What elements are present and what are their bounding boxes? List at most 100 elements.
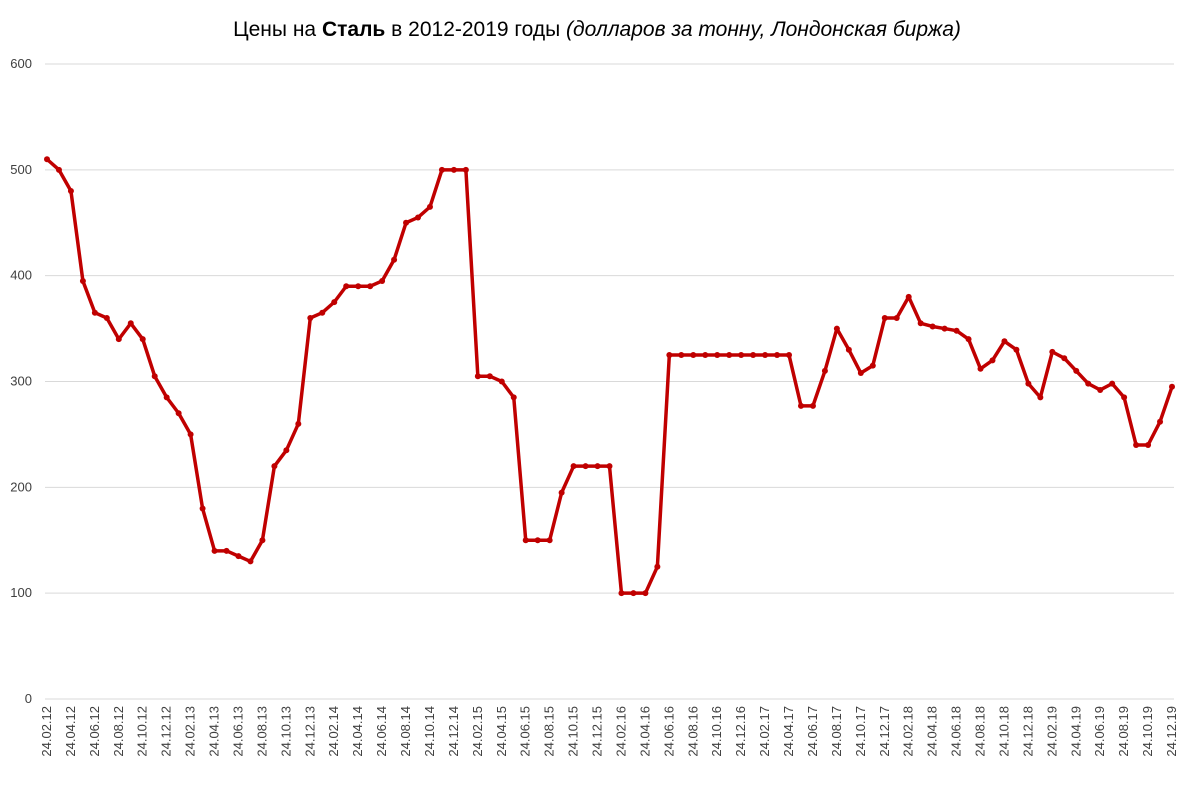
x-tick-label: 24.02.13 <box>183 706 198 757</box>
x-tick-label: 24.12.14 <box>446 706 461 757</box>
data-point <box>642 590 649 597</box>
data-point <box>486 373 493 380</box>
x-tick-label: 24.02.15 <box>470 706 485 757</box>
data-point <box>271 463 278 470</box>
data-point <box>786 352 793 359</box>
data-point <box>235 553 242 560</box>
data-point <box>714 352 721 359</box>
data-point <box>546 537 553 544</box>
y-tick-label: 300 <box>10 374 32 389</box>
x-tick-label: 24.06.14 <box>374 706 389 757</box>
x-tick-label: 24.04.17 <box>781 706 796 757</box>
data-point <box>498 378 505 385</box>
data-point <box>809 402 816 409</box>
data-point <box>738 352 745 359</box>
data-point <box>1109 380 1116 387</box>
data-point <box>1169 383 1175 390</box>
x-tick-label: 24.10.18 <box>996 706 1011 757</box>
x-tick-label: 24.04.15 <box>494 706 509 757</box>
data-point <box>797 402 804 409</box>
data-point <box>1037 394 1044 401</box>
data-point <box>1061 355 1068 362</box>
title-part: Сталь <box>322 18 385 41</box>
data-point <box>187 431 194 438</box>
data-point <box>606 463 613 470</box>
x-tick-label: 24.02.16 <box>613 706 628 757</box>
data-point <box>403 219 410 226</box>
data-point <box>426 203 433 210</box>
x-tick-label: 24.02.17 <box>757 706 772 757</box>
x-tick-label: 24.02.14 <box>326 706 341 757</box>
x-tick-label: 24.12.18 <box>1020 706 1035 757</box>
data-point <box>91 309 98 316</box>
x-tick-label: 24.10.14 <box>422 706 437 757</box>
y-tick-label: 0 <box>25 691 32 706</box>
data-point <box>726 352 733 359</box>
data-point <box>1049 348 1056 355</box>
x-tick-label: 24.10.12 <box>135 706 150 757</box>
data-point <box>510 394 517 401</box>
y-tick-label: 100 <box>10 585 32 600</box>
data-point <box>774 352 781 359</box>
data-point <box>750 352 757 359</box>
data-point <box>44 156 50 163</box>
data-point <box>965 336 972 343</box>
x-tick-label: 24.08.15 <box>542 706 557 757</box>
data-point <box>331 299 338 306</box>
data-point <box>845 346 852 353</box>
data-point <box>905 293 912 300</box>
data-point <box>618 590 625 597</box>
data-point <box>438 166 445 173</box>
data-point <box>1121 394 1128 401</box>
data-point <box>1073 367 1080 374</box>
data-point <box>211 547 218 554</box>
data-point <box>1085 380 1092 387</box>
x-tick-label: 24.02.12 <box>39 706 54 757</box>
title-part: Цены на <box>233 18 322 41</box>
data-point <box>917 320 924 327</box>
x-tick-label: 24.06.18 <box>949 706 964 757</box>
data-point <box>702 352 709 359</box>
data-point <box>881 315 888 321</box>
data-point <box>103 315 110 321</box>
title-part: (долларов за тонну, Лондонская биржа) <box>566 18 961 41</box>
data-point <box>79 277 86 284</box>
x-tick-label: 24.08.18 <box>973 706 988 757</box>
x-tick-label: 24.12.13 <box>302 706 317 757</box>
x-tick-label: 24.02.19 <box>1044 706 1059 757</box>
data-point <box>247 558 254 565</box>
data-point <box>534 537 541 544</box>
data-point <box>678 352 685 359</box>
x-tick-label: 24.12.15 <box>590 706 605 757</box>
data-point <box>367 283 374 290</box>
y-tick-label: 500 <box>10 162 32 177</box>
data-point <box>223 547 230 554</box>
x-tick-label: 24.08.13 <box>254 706 269 757</box>
x-tick-label: 24.10.19 <box>1140 706 1155 757</box>
data-point <box>474 373 481 380</box>
data-point <box>450 166 457 173</box>
data-point <box>869 362 876 369</box>
data-point <box>977 365 984 372</box>
x-tick-label: 24.10.15 <box>566 706 581 757</box>
data-point <box>690 352 697 359</box>
data-point <box>666 352 673 359</box>
data-point <box>415 214 422 221</box>
x-tick-label: 24.06.12 <box>87 706 102 757</box>
x-tick-label: 24.10.13 <box>278 706 293 757</box>
data-point <box>55 166 62 173</box>
x-tick-label: 24.08.19 <box>1116 706 1131 757</box>
data-point <box>953 327 960 334</box>
y-tick-label: 600 <box>10 56 32 71</box>
data-point <box>175 410 182 417</box>
data-point <box>1145 442 1152 448</box>
data-point <box>929 323 936 330</box>
data-point <box>762 352 769 359</box>
data-point <box>283 447 290 454</box>
x-tick-label: 24.08.12 <box>111 706 126 757</box>
title-part: в 2012-2019 годы <box>385 18 566 41</box>
data-point <box>295 420 302 427</box>
data-point <box>893 315 900 321</box>
